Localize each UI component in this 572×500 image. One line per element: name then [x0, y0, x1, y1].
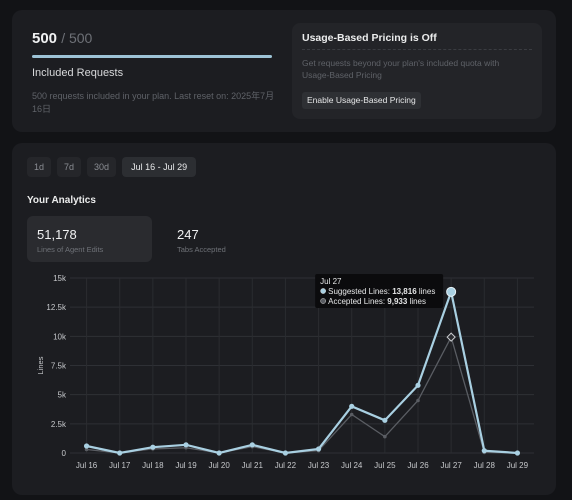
range-30d-button[interactable]: 30d	[87, 157, 117, 177]
series-line-suggested	[86, 287, 518, 455]
x-tick-label: Jul 18	[142, 461, 164, 470]
data-point	[481, 448, 487, 454]
tooltip-date: Jul 27	[320, 277, 342, 286]
x-tick-label: Jul 25	[374, 461, 396, 470]
data-point	[416, 398, 420, 403]
x-tick-label: Jul 19	[175, 461, 197, 470]
x-tick-label: Jul 28	[474, 461, 496, 470]
y-tick-label: 10k	[53, 332, 67, 341]
x-tick-label: Jul 20	[208, 461, 230, 470]
y-tick-label: 12.5k	[46, 303, 67, 312]
data-point	[183, 442, 189, 448]
data-point	[382, 417, 388, 423]
usage-pricing-panel: Usage-Based Pricing is Off Get requests …	[292, 23, 542, 119]
pricing-divider	[302, 49, 532, 50]
stat-tabs-accepted[interactable]: 247 Tabs Accepted	[167, 216, 292, 262]
data-point	[383, 434, 387, 439]
data-point	[117, 450, 123, 456]
stat-value: 247	[177, 227, 199, 242]
analytics-line-chart[interactable]: 0 2.5k 5k 7.5k 10k 12.5k 15k Jul 16 Jul 17 Jul 18…	[12, 271, 556, 493]
x-tick-label: Jul 22	[275, 461, 297, 470]
x-tick-label: Jul 26	[407, 461, 429, 470]
usage-card: 500 / 500 Included Requests 500 requests…	[12, 10, 556, 132]
x-tick-label: Jul 23	[308, 461, 330, 470]
included-requests-note: 500 requests included in your plan. Last…	[32, 91, 275, 114]
analytics-card: 1d 7d 30d Jul 16 - Jul 29 Your Analytics…	[12, 143, 556, 495]
tooltip-swatch	[320, 298, 326, 304]
x-tick-label: Jul 27	[440, 461, 462, 470]
tooltip-line: Accepted Lines: 9,933 lines	[328, 297, 426, 306]
stat-label: Tabs Accepted	[177, 245, 226, 254]
x-tick-label: Jul 17	[109, 461, 131, 470]
data-point	[84, 447, 89, 452]
range-1d-button[interactable]: 1d	[27, 157, 52, 177]
data-point	[249, 442, 255, 448]
range-7d-button[interactable]: 7d	[57, 157, 82, 177]
hover-point-suggested	[446, 286, 457, 297]
usage-progress-fill	[32, 55, 272, 58]
y-tick-label: 15k	[53, 274, 67, 283]
y-tick-label: 7.5k	[51, 362, 67, 371]
requests-used: 500	[32, 30, 58, 47]
data-point	[315, 446, 322, 452]
date-range-selector: 1d 7d 30d Jul 16 - Jul 29	[27, 157, 197, 177]
x-tick-label: Jul 21	[242, 461, 264, 470]
request-count: 500 / 500	[32, 30, 92, 47]
stat-agent-edits[interactable]: 51,178 Lines of Agent Edits	[27, 216, 152, 262]
y-axis-title: Lines	[36, 356, 45, 374]
data-point	[514, 450, 521, 456]
x-tick-label: Jul 29	[507, 461, 529, 470]
requests-limit: / 500	[61, 30, 93, 46]
range-custom-button[interactable]: Jul 16 - Jul 29	[122, 157, 197, 177]
stat-value: 51,178	[37, 227, 77, 242]
data-point	[349, 412, 354, 417]
tooltip-line: Suggested Lines: 13,816 lines	[328, 287, 435, 296]
data-point	[415, 382, 421, 388]
y-tick-label: 5k	[58, 391, 67, 400]
data-point	[282, 450, 289, 456]
included-requests-label: Included Requests	[32, 67, 124, 79]
data-point	[150, 444, 156, 450]
pricing-title: Usage-Based Pricing is Off	[302, 32, 437, 44]
tooltip-swatch	[320, 288, 326, 294]
pricing-description: Get requests beyond your plan's included…	[302, 58, 500, 80]
usage-progress-bar	[32, 55, 272, 58]
x-tick-label: Jul 16	[76, 461, 98, 470]
data-point	[349, 403, 355, 409]
hover-point-accepted	[446, 332, 456, 342]
analytics-title: Your Analytics	[27, 195, 96, 206]
data-point	[216, 450, 222, 456]
x-tick-label: Jul 24	[341, 461, 363, 470]
y-tick-label: 2.5k	[51, 420, 67, 429]
data-point	[83, 443, 90, 449]
enable-usage-pricing-button[interactable]: Enable Usage-Based Pricing	[302, 92, 421, 109]
chart-tooltip	[315, 274, 444, 308]
stat-label: Lines of Agent Edits	[37, 245, 104, 254]
y-tick-label: 0	[62, 449, 67, 458]
